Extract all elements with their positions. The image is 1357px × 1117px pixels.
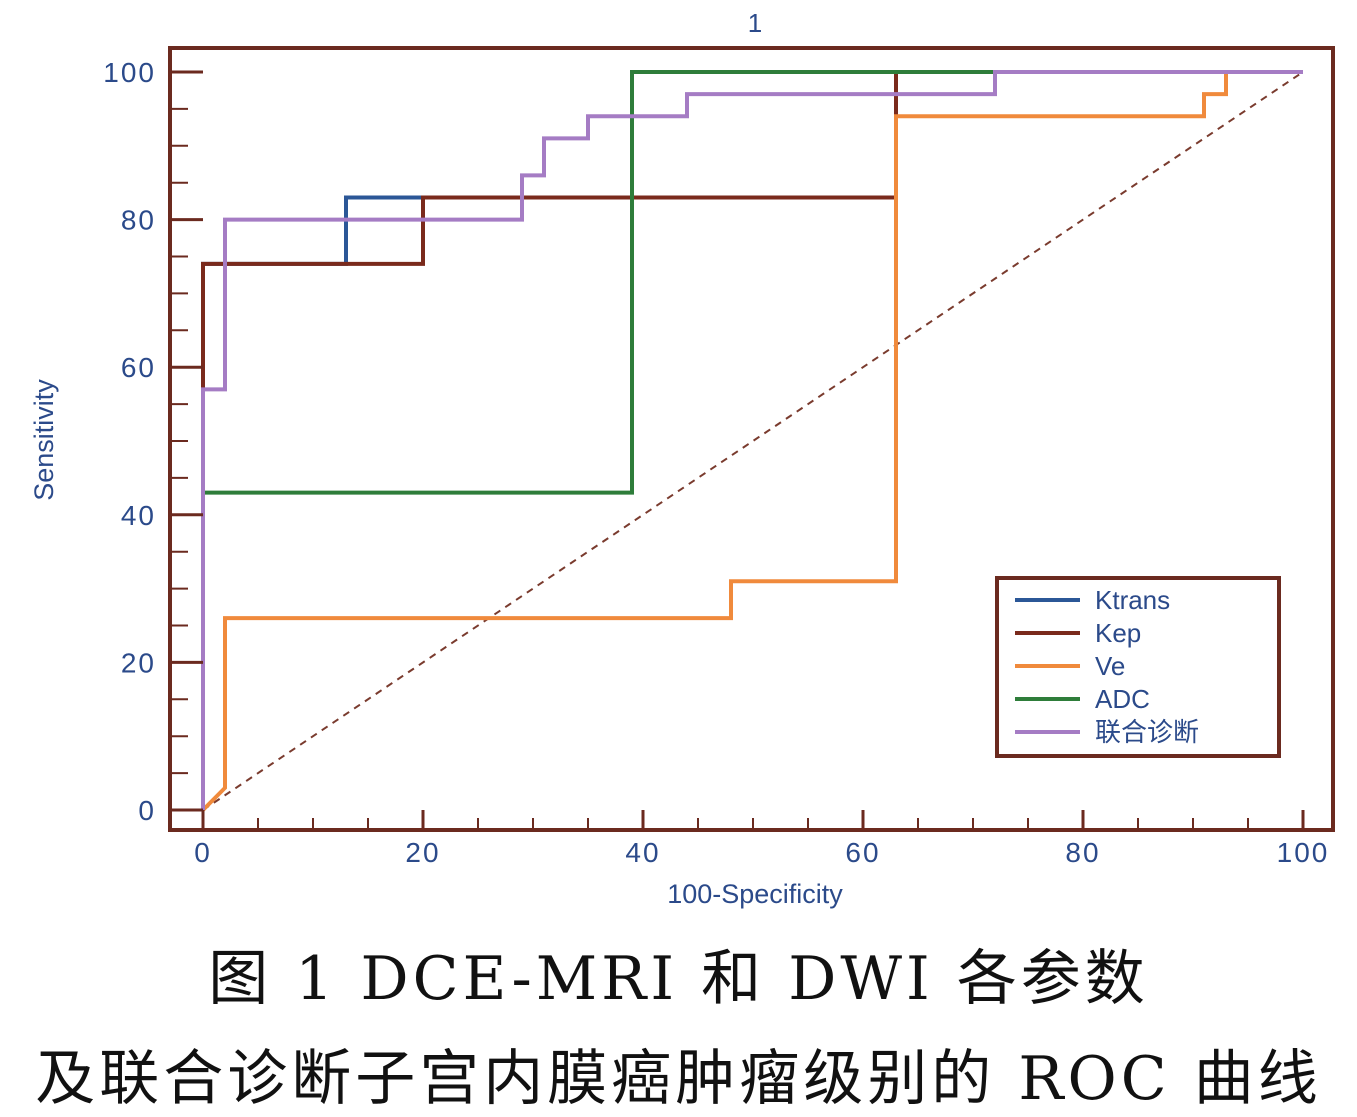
x-axis-label: 100-Specificity (667, 879, 843, 909)
legend-label-4: ADC (1095, 684, 1150, 714)
roc-chart: 1 0 20 40 60 80 100 0 20 40 60 80 100 100-Specifici… (29, 8, 1335, 909)
y-tick-label: 20 (121, 647, 156, 678)
legend-label-1: Ktrans (1095, 585, 1170, 615)
y-tick-label: 100 (103, 57, 156, 88)
x-tick-label: 60 (845, 837, 880, 868)
y-tick-label: 40 (121, 500, 156, 531)
legend-box (995, 576, 1281, 758)
chart-title: 1 (748, 8, 762, 38)
plot-frame (168, 46, 1335, 832)
y-tick-label: 80 (121, 205, 156, 236)
x-tick-label: 40 (625, 837, 660, 868)
y-tick-label: 0 (138, 795, 156, 826)
series-line-3 (201, 70, 1303, 812)
x-tick-label: 0 (194, 837, 212, 868)
y-tick-label: 60 (121, 352, 156, 383)
x-tick-label: 20 (405, 837, 440, 868)
x-tick-label: 80 (1065, 837, 1100, 868)
figure-caption-line-1: 图 1 DCE-MRI 和 DWI 各参数 (208, 944, 1149, 1014)
x-tick-label: 100 (1277, 837, 1330, 868)
legend-label-5: 联合诊断 (1095, 717, 1199, 747)
series-line-5 (201, 70, 1303, 810)
figure-caption-line-2: 及联合诊断子宫内膜癌肿瘤级别的 ROC 曲线 (35, 1044, 1322, 1114)
y-axis-label: Sensitivity (29, 379, 59, 501)
legend-label-2: Kep (1095, 618, 1141, 648)
legend-label-3: Ve (1095, 651, 1125, 681)
